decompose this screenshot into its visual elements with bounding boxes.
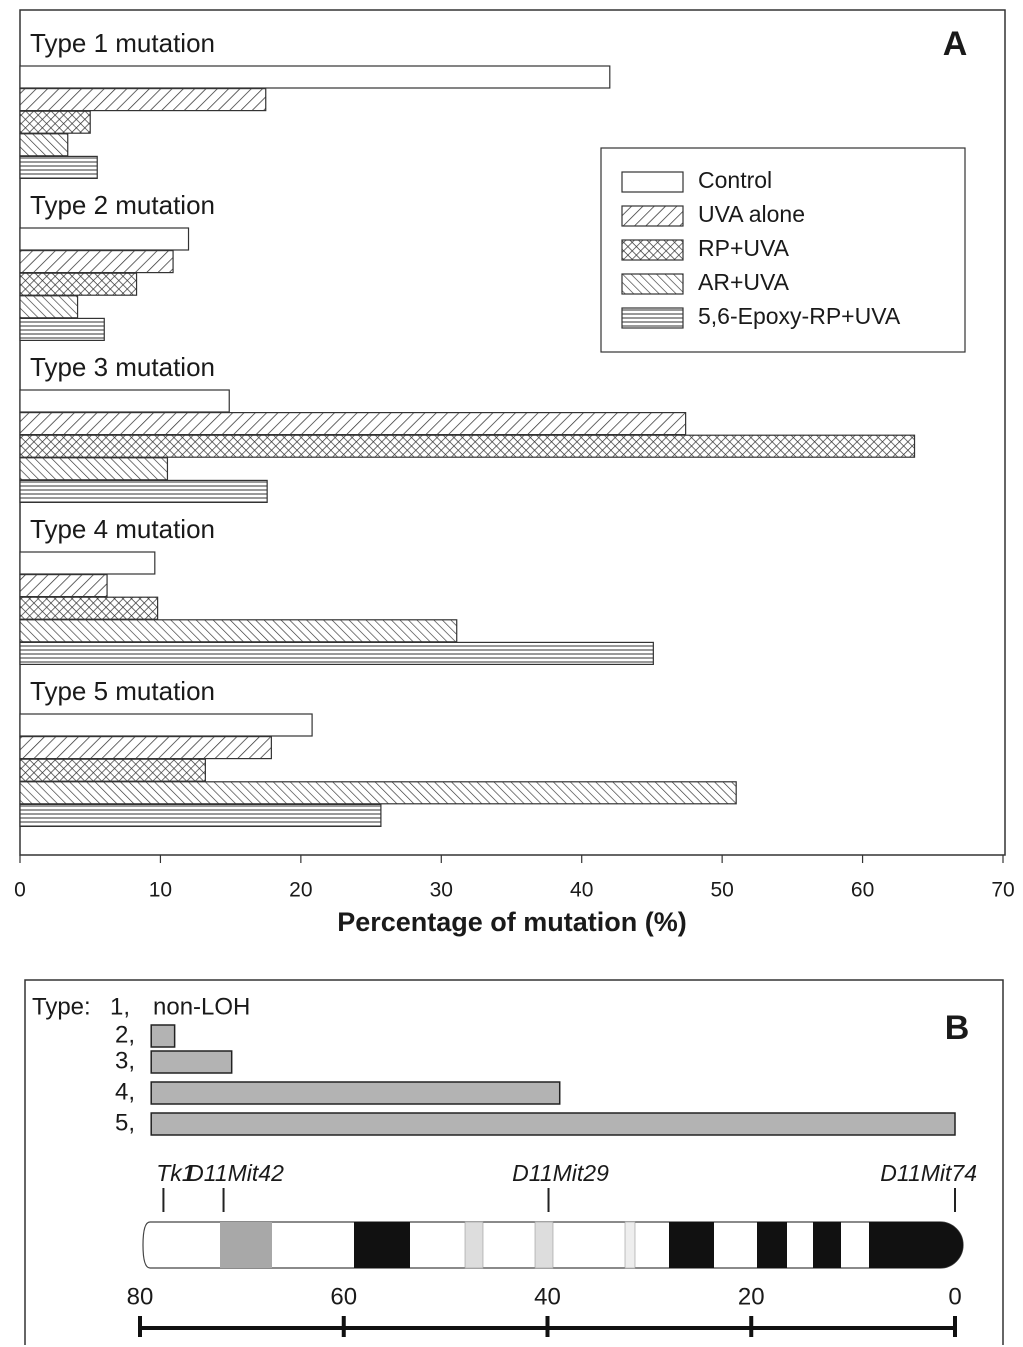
x-tick-label: 0 (14, 879, 26, 902)
x-tick-label: 40 (534, 1283, 561, 1310)
marker-label: D11Mit74 (880, 1160, 977, 1186)
panel-b-frame (24, 979, 1004, 1345)
legend-label: 5,6-Epoxy-RP+UVA (698, 303, 901, 329)
legend-label: RP+UVA (698, 235, 790, 261)
group-label: Type 4 mutation (30, 514, 215, 544)
bar (19, 87, 267, 112)
group-label: Type 1 mutation (30, 28, 215, 58)
range-bar (150, 1112, 956, 1136)
bar (19, 317, 105, 341)
range-bar (150, 1050, 233, 1074)
bar (19, 155, 98, 179)
x-axis-title: Percentage of mutation (%) (337, 907, 687, 937)
bar (19, 619, 458, 643)
bar (19, 479, 268, 503)
bar (19, 803, 382, 828)
legend-label: UVA alone (698, 201, 805, 227)
category-label: 1, (110, 993, 130, 1020)
legend-label: Control (698, 167, 772, 193)
legend-label: AR+UVA (698, 269, 790, 295)
x-tick-label: 60 (851, 879, 874, 902)
bar (19, 110, 91, 134)
group-label: Type 2 mutation (30, 190, 215, 220)
bar (19, 250, 174, 274)
legend-swatch (621, 205, 684, 227)
x-tick-label: 20 (289, 879, 312, 902)
legend-swatch (621, 273, 684, 295)
category-label: 5, (115, 1109, 135, 1136)
group-label: Type 5 mutation (30, 676, 215, 706)
range-label: Type: (32, 993, 91, 1020)
bar (19, 596, 159, 620)
bar (19, 295, 79, 319)
x-tick-label: 70 (991, 879, 1014, 902)
bar (19, 272, 138, 296)
bar (19, 735, 272, 760)
bar (19, 551, 156, 575)
legend-swatch (621, 239, 684, 261)
panel-letter: A (943, 25, 968, 63)
bar (19, 434, 916, 458)
bar (19, 457, 169, 481)
annotation: non-LOH (153, 993, 250, 1020)
panel-letter: B (945, 1009, 970, 1047)
bar (19, 412, 687, 436)
bar (19, 65, 611, 89)
category-label: 3, (115, 1047, 135, 1074)
x-tick-label: 60 (330, 1283, 357, 1310)
x-tick-label: 40 (570, 879, 593, 902)
x-tick-label: 10 (149, 879, 172, 902)
bar (19, 758, 206, 782)
chromosome (142, 1221, 964, 1269)
bar (19, 573, 108, 598)
legend-swatch (621, 171, 684, 193)
bar (19, 781, 737, 805)
marker-label: D11Mit29 (512, 1160, 609, 1186)
bar (19, 133, 69, 157)
category-label: 4, (115, 1078, 135, 1105)
x-tick-label: 20 (738, 1283, 765, 1310)
marker-label: Tk1 (156, 1160, 194, 1186)
group-label: Type 3 mutation (30, 352, 215, 382)
range-bar (150, 1024, 176, 1048)
marker-label: D11Mit42 (187, 1160, 284, 1186)
legend-swatch (621, 307, 684, 329)
bar (19, 389, 230, 413)
bar (19, 227, 190, 251)
x-tick-label: 0 (948, 1283, 961, 1310)
range-bar (150, 1081, 561, 1105)
x-tick-label: 80 (127, 1283, 154, 1310)
x-tick-label: 50 (710, 879, 733, 902)
bar (19, 641, 654, 666)
bar (19, 713, 313, 737)
x-tick-label: 30 (430, 879, 453, 902)
category-label: 2, (115, 1021, 135, 1048)
